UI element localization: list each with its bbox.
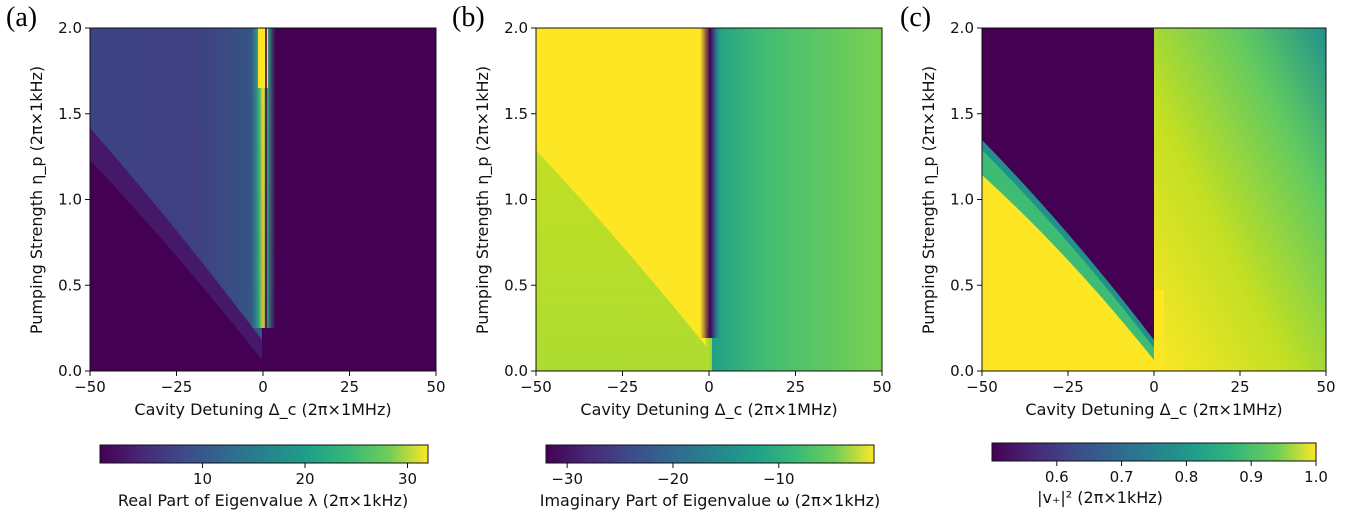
y-tick-label: 1.0	[504, 191, 528, 209]
colorbar-tick-label: 0.6	[1045, 468, 1069, 486]
x-axis-label-b: Cavity Detuning Δ_c (2π×1MHz)	[580, 400, 837, 420]
x-axis-label-c: Cavity Detuning Δ_c (2π×1MHz)	[1025, 400, 1282, 420]
colorbar-tick-label: 0.8	[1174, 468, 1198, 486]
x-tick-label: 0	[258, 378, 268, 396]
x-tick-label: 0	[1149, 378, 1159, 396]
y-axis-label-a: Pumping Strength η_p (2π×1kHz)	[27, 66, 47, 334]
y-axis-label-b: Pumping Strength η_p (2π×1kHz)	[473, 66, 493, 334]
heatmap-c	[982, 28, 1326, 371]
colorbar-label-c: |v₊|² (2π×1kHz)	[1037, 488, 1163, 507]
y-tick-label: 2.0	[58, 19, 82, 37]
x-tick-label: 25	[340, 378, 359, 396]
y-tick-label: 0.5	[950, 276, 974, 294]
panel-c-letter: (c)	[900, 2, 931, 33]
panel-b: (b) −50 −25 0 25 50 0.0 0.5 1.0 1.5 2.0 Cavity De…	[452, 2, 892, 510]
colorbar-tick-label: −10	[763, 470, 795, 488]
colorbar-ticks-b: −30 −20 −10	[551, 463, 795, 488]
y-tick-label: 0.0	[504, 362, 528, 380]
y-tick-label: 1.5	[58, 105, 82, 123]
heatmap-a	[90, 28, 436, 371]
y-tick-label: 1.0	[58, 191, 82, 209]
colorbar-tick-label: 0.9	[1239, 468, 1263, 486]
y-tick-label: 0.5	[58, 276, 82, 294]
x-tick-label: −25	[607, 378, 639, 396]
colorbar-label-a: Real Part of Eigenvalue λ (2π×1kHz)	[118, 491, 408, 510]
axis-ticks-b: −50 −25 0 25 50 0.0 0.5 1.0 1.5 2.0	[504, 19, 891, 396]
x-tick-label: 25	[786, 378, 805, 396]
x-tick-label: 25	[1230, 378, 1249, 396]
y-axis-label-c: Pumping Strength η_p (2π×1kHz)	[919, 66, 939, 334]
axis-ticks-c: −50 −25 0 25 50 0.0 0.5 1.0 1.5 2.0	[950, 19, 1335, 396]
panel-a-letter: (a)	[6, 2, 37, 33]
x-tick-label: 50	[426, 378, 445, 396]
panel-c: (c) −50 −25 0 25 50 0.0 0.5 1.0 1.5 2.0 Cavity De…	[900, 2, 1336, 507]
axis-ticks-a: −50 −25 0 25 50 0.0 0.5 1.0 1.5 2.0	[58, 19, 445, 396]
x-tick-label: −50	[966, 378, 998, 396]
colorbar-c	[991, 442, 1317, 462]
colorbar-b	[545, 444, 875, 464]
colorbar-tick-label: 20	[295, 470, 314, 488]
x-tick-label: 0	[704, 378, 714, 396]
y-tick-label: 2.0	[950, 19, 974, 37]
x-tick-label: −25	[161, 378, 193, 396]
x-tick-label: 50	[1316, 378, 1335, 396]
x-tick-label: 50	[872, 378, 891, 396]
heatmap-b	[536, 28, 882, 371]
colorbar-tick-label: −20	[657, 470, 689, 488]
x-axis-label-a: Cavity Detuning Δ_c (2π×1MHz)	[134, 400, 391, 420]
colorbar-label-b: Imaginary Part of Eigenvalue ω (2π×1kHz)	[540, 491, 881, 510]
y-tick-label: 1.5	[504, 105, 528, 123]
y-tick-label: 0.0	[58, 362, 82, 380]
y-tick-label: 2.0	[504, 19, 528, 37]
y-tick-label: 1.0	[950, 191, 974, 209]
panel-b-letter: (b)	[452, 2, 485, 33]
colorbar-tick-label: 1.0	[1304, 468, 1328, 486]
x-tick-label: −50	[520, 378, 552, 396]
x-tick-label: −25	[1052, 378, 1084, 396]
y-tick-label: 0.5	[504, 276, 528, 294]
colorbar-tick-label: −30	[551, 470, 583, 488]
colorbar-tick-label: 10	[193, 470, 212, 488]
colorbar-a	[99, 444, 429, 464]
colorbar-ticks-a: 10 20 30	[193, 463, 417, 488]
x-tick-label: −50	[74, 378, 106, 396]
colorbar-tick-label: 0.7	[1110, 468, 1134, 486]
colorbar-ticks-c: 0.6 0.7 0.8 0.9 1.0	[1045, 461, 1328, 486]
colorbar-tick-label: 30	[398, 470, 417, 488]
y-tick-label: 0.0	[950, 362, 974, 380]
panel-a: (a) −50 −25 0 25 50 0.0 0.5 1.0 1.5 2.0 Cavity De…	[6, 2, 446, 510]
y-tick-label: 1.5	[950, 105, 974, 123]
